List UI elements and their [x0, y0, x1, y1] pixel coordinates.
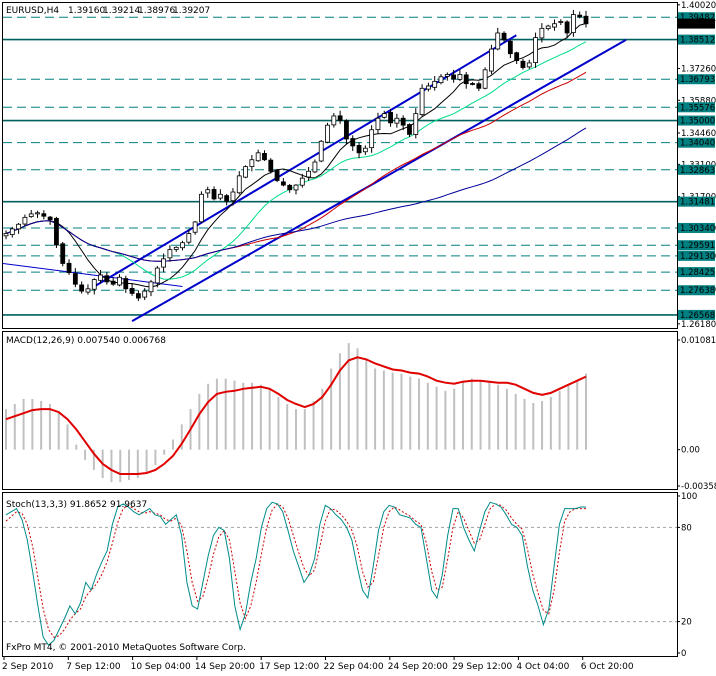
- time-tick-label: 10 Sep 04:00: [131, 662, 191, 672]
- stoch-tick-label: 0: [681, 649, 686, 659]
- candle: [54, 217, 58, 248]
- level-label: 1.29591: [680, 241, 715, 251]
- candle: [489, 45, 493, 74]
- level-label: 1.34040: [680, 139, 715, 149]
- time-tick-label: 17 Sep 12:00: [259, 662, 319, 672]
- level-label: 1.26568: [680, 311, 715, 321]
- candle: [275, 169, 279, 182]
- macd-tick-label: -0.00358: [681, 482, 716, 492]
- time-tick-label: 29 Sep 12:00: [452, 662, 512, 672]
- macd-title: MACD(12,26,9) 0.007540 0.006768: [6, 336, 166, 346]
- symbol-label: EURUSD,H4: [6, 6, 59, 16]
- stoch-title: Stoch(13,3,3) 91.8652 91.9637: [6, 500, 147, 510]
- price-tick-label: 1.40020: [681, 1, 716, 11]
- level-label: 1.30340: [680, 224, 715, 234]
- macd-tick-label: 0.01081: [681, 336, 716, 346]
- stoch-tick-label: 80: [681, 523, 692, 533]
- stoch-tick-label: 20: [681, 618, 692, 628]
- level-label: 1.27638: [680, 286, 715, 296]
- level-label: 1.38512: [680, 36, 715, 46]
- candle: [269, 158, 273, 173]
- candle: [61, 242, 65, 266]
- time-tick-label: 7 Sep 12:00: [66, 662, 121, 672]
- close-value: 1.39207: [173, 6, 210, 16]
- time-tick-label: 4 Oct 04:00: [516, 662, 569, 672]
- price-tick-label: 1.26180: [681, 320, 716, 330]
- candle: [319, 140, 323, 162]
- time-tick-label: 14 Sep 20:00: [195, 662, 255, 672]
- price-tick-label: 1.37260: [681, 64, 716, 74]
- low-value: 1.38976: [138, 6, 175, 16]
- level-label: 1.29130: [680, 252, 715, 262]
- macd-tick-label: 0.00: [681, 446, 700, 456]
- price-tick-label: 1.34460: [681, 129, 716, 139]
- candle: [244, 165, 248, 178]
- time-tick-label: 2 Sep 2010: [2, 662, 54, 672]
- open-value: 1.39160: [68, 6, 105, 16]
- level-label: 1.32863: [680, 166, 715, 176]
- candle: [420, 84, 424, 116]
- level-label: 1.35576: [680, 103, 715, 113]
- level-label: 1.36793: [680, 75, 715, 85]
- current-price-label: 1.39207: [680, 20, 715, 30]
- copyright-text: FxPro MT4, © 2001-2010 MetaQuotes Softwa…: [6, 643, 246, 653]
- candle: [483, 67, 487, 89]
- level-label: 1.35000: [680, 117, 715, 127]
- stoch-tick-label: 100: [681, 492, 697, 502]
- level-label: 1.31481: [680, 198, 715, 208]
- level-label: 1.28425: [680, 268, 715, 278]
- time-tick-label: 22 Sep 04:00: [324, 662, 384, 672]
- candle: [199, 191, 203, 223]
- candle: [326, 123, 330, 143]
- high-value: 1.39214: [103, 6, 140, 16]
- candle: [534, 33, 538, 68]
- time-tick-label: 6 Oct 20:00: [581, 662, 634, 672]
- time-tick-label: 24 Sep 20:00: [388, 662, 448, 672]
